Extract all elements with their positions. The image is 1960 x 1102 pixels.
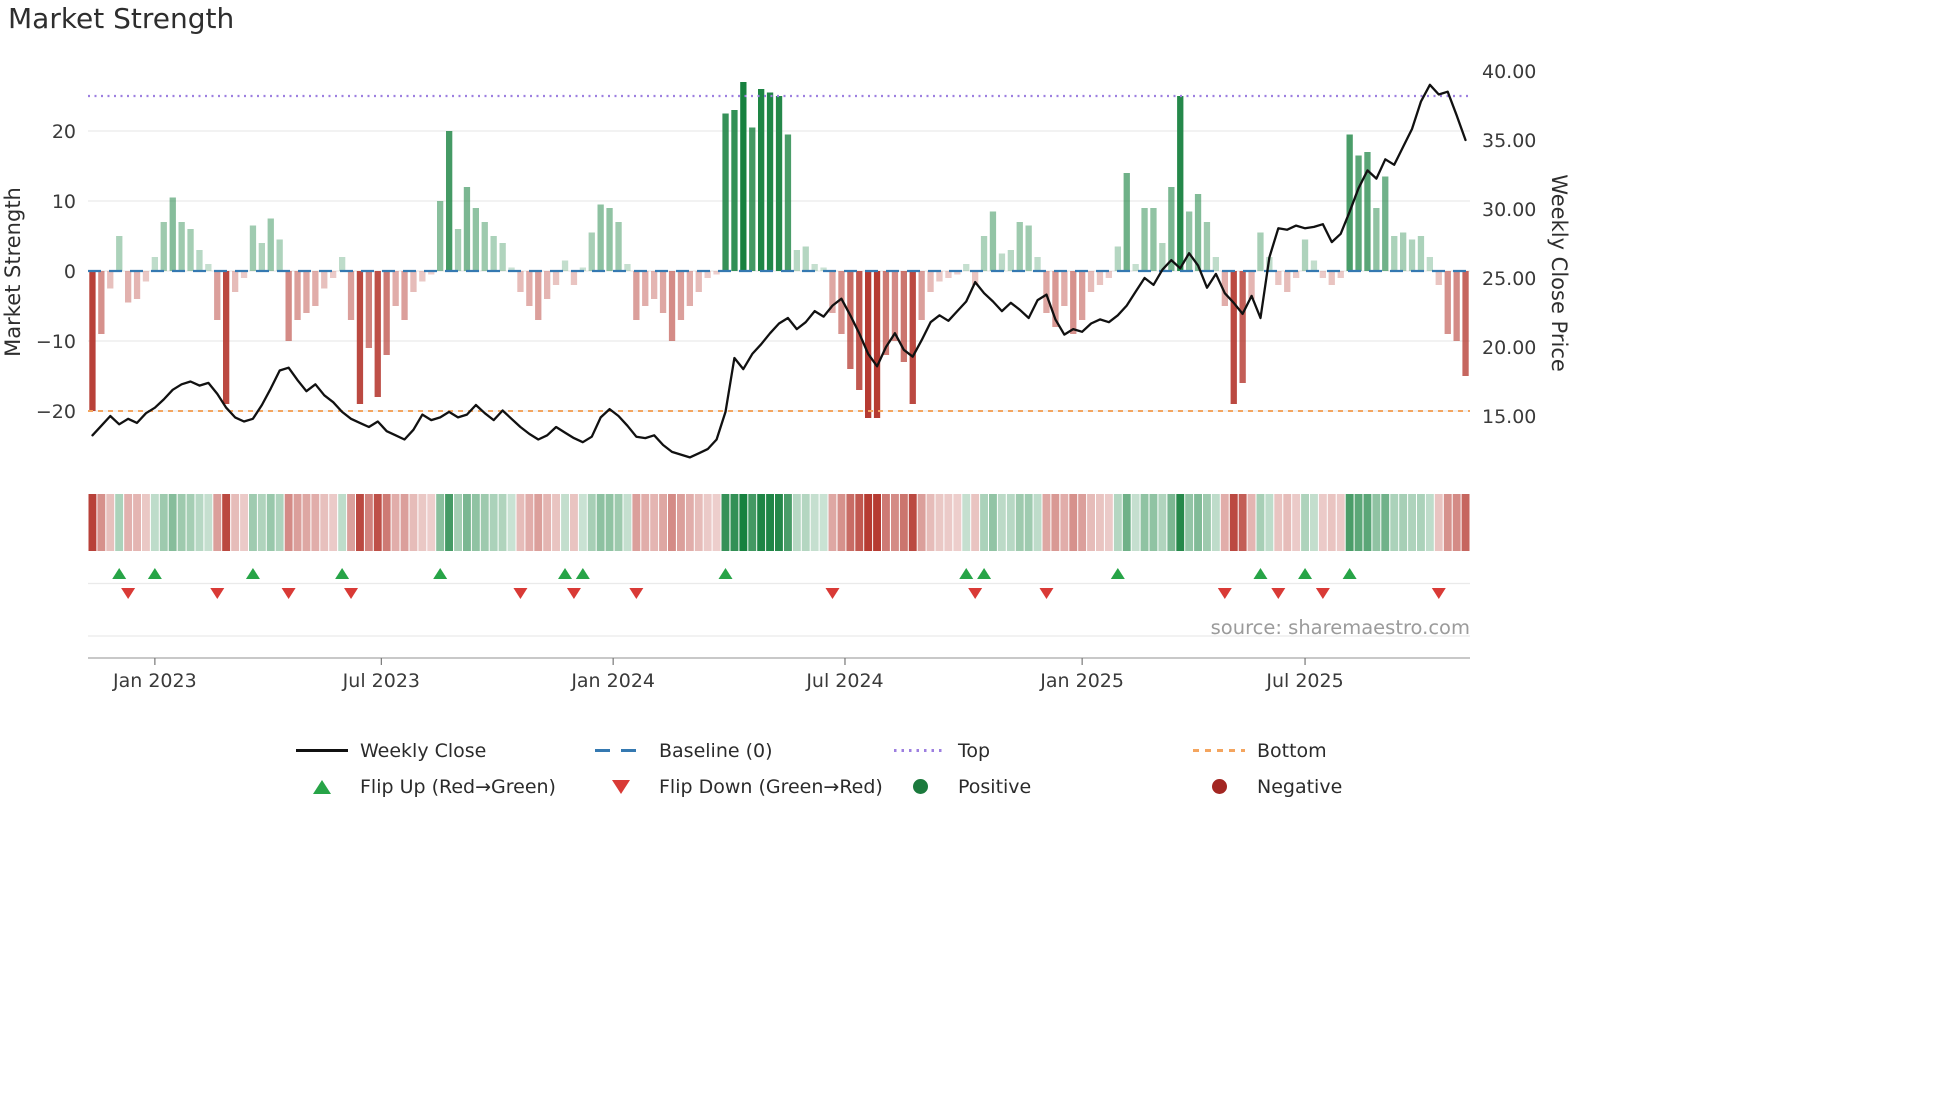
legend-item-bottom: Bottom (1193, 737, 1492, 764)
legend-item-positive: Positive (894, 773, 1193, 800)
legend-item-flip-down: Flip Down (Green→Red) (595, 773, 894, 800)
svg-text:20.00: 20.00 (1482, 337, 1536, 359)
legend-label-flip-down: Flip Down (Green→Red) (659, 775, 883, 798)
svg-text:Jan 2025: Jan 2025 (1039, 670, 1124, 692)
legend-label-negative: Negative (1257, 775, 1343, 798)
market-strength-bars (89, 82, 1469, 418)
legend-item-flip-up: Flip Up (Red→Green) (296, 773, 595, 800)
legend-item-top: Top (894, 737, 1193, 764)
svg-text:Jul 2024: Jul 2024 (805, 670, 883, 692)
legend-label-bottom: Bottom (1257, 739, 1327, 762)
weekly-close-line (91, 83, 1467, 459)
source-text: source: sharemaestro.com (1211, 616, 1470, 639)
legend-label-weekly-close: Weekly Close (360, 739, 487, 762)
svg-text:Jan 2024: Jan 2024 (570, 670, 655, 692)
flip-up-markers (112, 568, 1357, 579)
legend-label-top: Top (958, 739, 991, 762)
svg-text:−20: −20 (36, 401, 76, 423)
svg-text:0: 0 (64, 261, 76, 283)
legend-label-flip-up: Flip Up (Red→Green) (360, 775, 556, 798)
baseline-dash-icon (595, 749, 647, 752)
right-axis-labels: 40.00 35.00 30.00 25.00 20.00 15.00 (1482, 61, 1536, 428)
flip-down-triangle-icon (595, 779, 647, 794)
right-axis-title: Weekly Close Price (1547, 174, 1571, 372)
svg-text:15.00: 15.00 (1482, 406, 1536, 428)
bottom-dashed-line-icon (1193, 749, 1245, 752)
flip-up-triangle-icon (296, 779, 348, 794)
heatmap-strip (88, 494, 1470, 551)
weekly-close-line-icon (296, 749, 348, 752)
svg-text:Jan 2023: Jan 2023 (112, 670, 197, 692)
left-axis-labels: 20 10 0 −10 −20 (36, 121, 76, 423)
top-dotted-line-icon (894, 749, 946, 752)
svg-text:40.00: 40.00 (1482, 61, 1536, 83)
svg-text:10: 10 (52, 191, 76, 213)
flip-down-markers (121, 588, 1446, 599)
chart-legend: Weekly Close Baseline (0) Top Bottom Fli… (296, 737, 1492, 800)
legend-label-baseline: Baseline (0) (659, 739, 773, 762)
legend-item-baseline: Baseline (0) (595, 737, 894, 764)
negative-dot-icon (1193, 779, 1245, 794)
svg-text:20: 20 (52, 121, 76, 143)
legend-item-weekly-close: Weekly Close (296, 737, 595, 764)
legend-label-positive: Positive (958, 775, 1032, 798)
left-axis-title: Market Strength (1, 187, 25, 357)
svg-text:35.00: 35.00 (1482, 130, 1536, 152)
x-axis-labels: Jan 2023 Jul 2023 Jan 2024 Jul 2024 Jan 2025… (112, 658, 1344, 692)
svg-text:30.00: 30.00 (1482, 199, 1536, 221)
positive-dot-icon (894, 779, 946, 794)
svg-text:Jul 2025: Jul 2025 (1265, 670, 1343, 692)
svg-text:Jul 2023: Jul 2023 (342, 670, 420, 692)
svg-text:−10: −10 (36, 331, 76, 353)
svg-text:25.00: 25.00 (1482, 268, 1536, 290)
legend-item-negative: Negative (1193, 773, 1492, 800)
market-strength-chart: Jan 2023 Jul 2023 Jan 2024 Jul 2024 Jan 2025… (1, 61, 1571, 692)
page-title: Market Strength (8, 2, 235, 35)
